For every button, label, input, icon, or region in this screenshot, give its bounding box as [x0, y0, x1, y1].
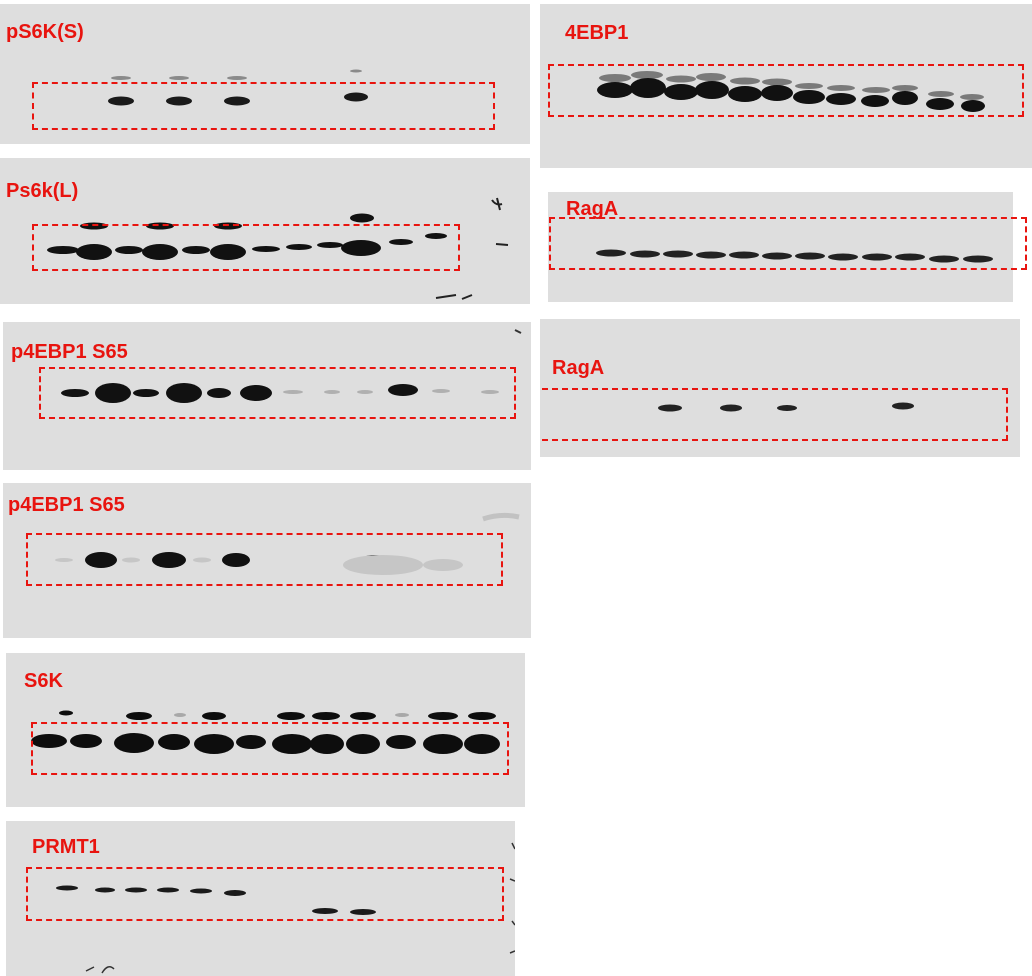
- region-of-interest-box: [31, 722, 509, 775]
- blot-panel-ps6k-l: Ps6k(L): [0, 158, 530, 304]
- blot-bands: [596, 249, 993, 263]
- blot-bands: [108, 69, 368, 106]
- region-of-interest-box: [549, 217, 1027, 270]
- panel-label: 4EBP1: [565, 22, 629, 44]
- region-of-interest-box: [39, 367, 516, 419]
- blot-panel-raga-b: RagA: [540, 319, 1020, 457]
- panel-label: RagA: [566, 198, 619, 220]
- blot-panel-p4ebp1-s65-a: p4EBP1 S65: [3, 322, 531, 470]
- blot-panel-raga-a: RagA: [548, 192, 1013, 302]
- blot-bands: [597, 71, 985, 112]
- panel-label: S6K: [24, 670, 63, 692]
- blot-bands: [56, 842, 515, 974]
- blot-panel-ps6k-s: pS6K(S): [0, 4, 530, 144]
- panel-label: p4EBP1 S65: [8, 494, 125, 516]
- blot-panel-4ebp1: 4EBP1: [540, 4, 1032, 168]
- blot-panel-s6k: S6K: [6, 653, 525, 807]
- panel-label: PRMT1: [32, 836, 100, 858]
- blot-panel-prmt1: PRMT1: [6, 821, 515, 976]
- blot-bands: [55, 512, 520, 575]
- panel-label: pS6K(S): [6, 21, 84, 43]
- region-of-interest-box: [540, 388, 1008, 441]
- region-of-interest-box: [32, 224, 460, 271]
- blot-bands: [658, 402, 914, 412]
- region-of-interest-box: [548, 64, 1024, 117]
- region-of-interest-box: [32, 82, 495, 130]
- panel-label: RagA: [552, 357, 605, 379]
- region-of-interest-box: [26, 533, 503, 586]
- blot-panel-p4ebp1-s65-b: p4EBP1 S65: [3, 483, 531, 638]
- region-of-interest-box: [26, 867, 504, 921]
- panel-label: p4EBP1 S65: [11, 341, 128, 363]
- blot-bands: [61, 329, 522, 403]
- panel-label: Ps6k(L): [6, 180, 79, 202]
- blot-bands: [47, 197, 509, 300]
- blot-bands: [31, 710, 500, 754]
